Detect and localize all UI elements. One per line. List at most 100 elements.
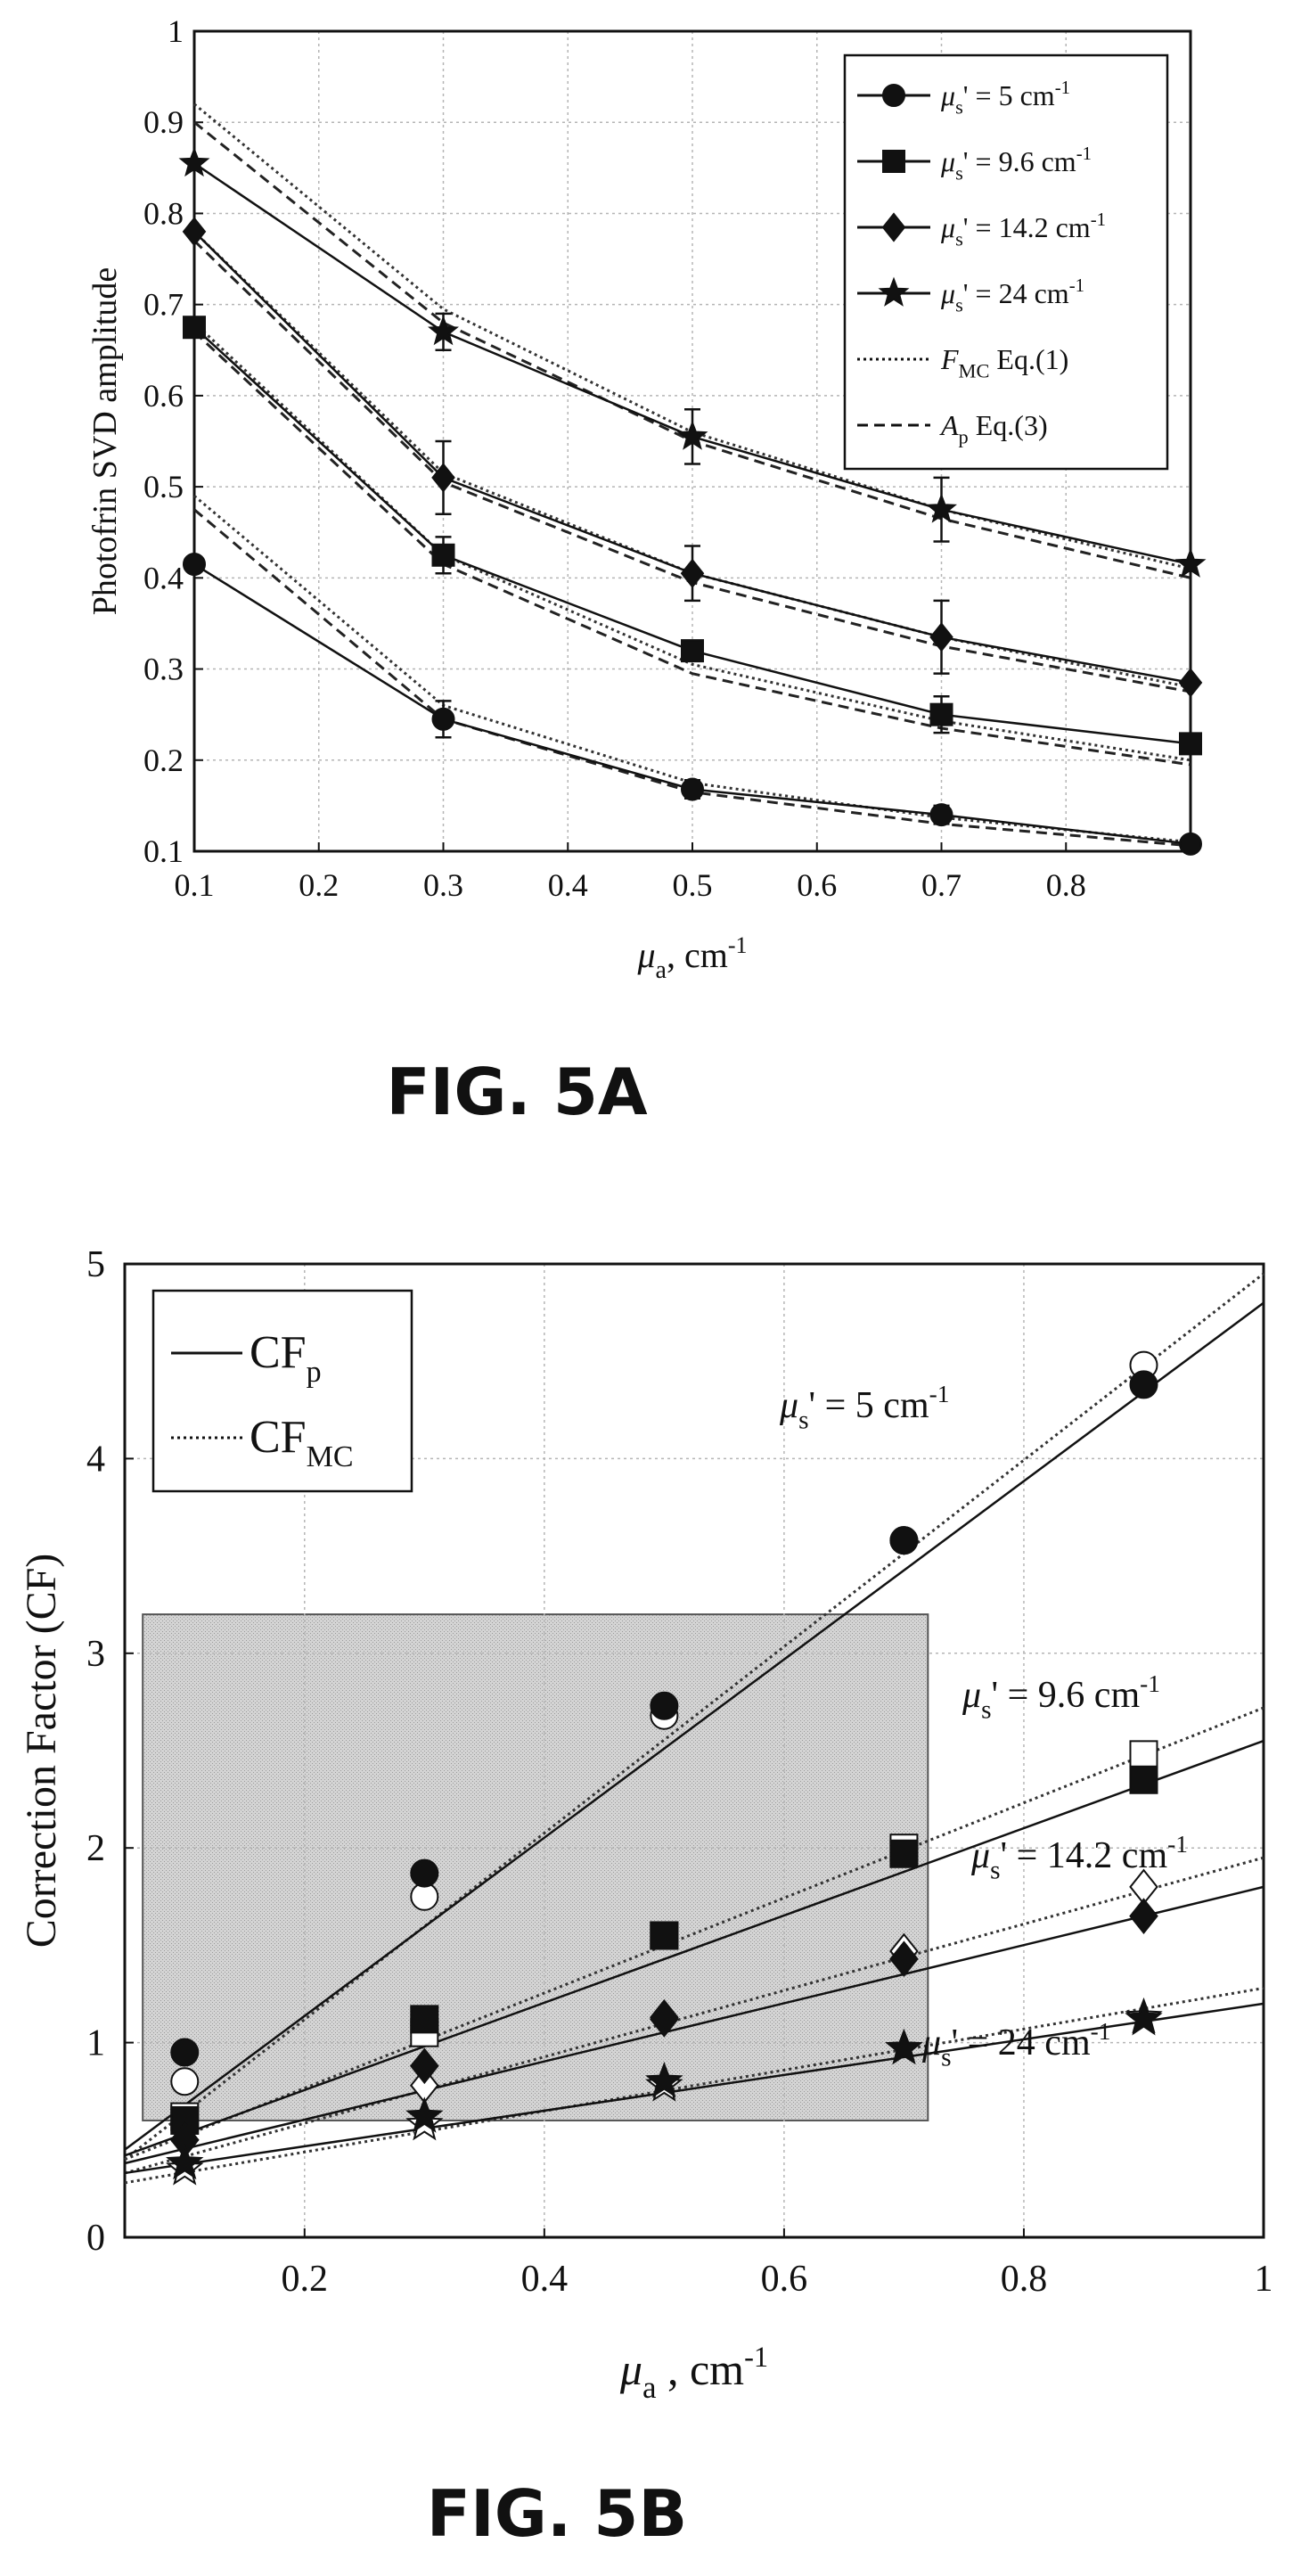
y-tick-label: 1 [168,13,184,49]
data-point-circle [431,707,455,731]
legend: CFp CFMC [151,1289,413,1493]
annotation-label: μs' = 5 cm-1 [779,1381,949,1434]
series-circle [124,1272,1264,2161]
cfp-point-circle [889,1526,919,1555]
data-point-square [681,639,704,663]
cfmc-fit-line [124,1986,1264,2185]
cfp-point-star [166,2143,204,2180]
cfp-point-star [885,2028,923,2065]
legend-marker-circle [882,84,905,107]
cfp-point-diamond [889,1940,919,1978]
y-tick-label: 0.9 [143,104,184,140]
caption-fig-5b: FIG. 5B [427,2476,687,2551]
y-tick-label: 0.4 [143,560,184,595]
cfp-point-circle [170,2038,200,2067]
x-tick-label: 0.5 [673,867,713,903]
y-tick-label: 1 [86,2023,105,2064]
annotation-label: μs' = 14.2 cm-1 [970,1831,1188,1884]
cfp-point-star [645,2061,683,2098]
series-star [178,103,1207,579]
series-circle [183,495,1202,856]
data-point-square [183,316,206,340]
data-point-diamond [182,217,207,247]
fmc-curve [192,230,1191,689]
cfp-point-circle [1129,1370,1158,1399]
x-tick-label: 0.8 [1001,2259,1048,2300]
legend-marker-diamond [881,212,906,242]
data-point-star [1174,547,1207,578]
data-point-star [676,420,708,450]
legend-marker-star [878,276,910,307]
legend-label: μs' = 5 cm-1 [940,78,1070,118]
y-axis-label: Correction Factor (CF) [18,1554,65,1948]
x-tick-label: 0.4 [521,2259,569,2300]
cfp-point-star [405,2096,444,2133]
series-diamond [182,217,1203,698]
y-tick-label: 0.2 [143,742,184,778]
chart-5b: 0.2 0.4 0.6 0.8 1 0 1 2 3 4 5 Correction Factor (CF… [18,1244,1273,2405]
cfp-fit-line [124,1739,1264,2157]
legend-label: CFp [250,1327,322,1389]
cfp-fit-line [124,1301,1264,2151]
data-point-square [929,702,953,726]
x-tick-label: 0.4 [548,867,588,903]
y-tick-label: 2 [86,1828,105,1869]
legend-label: μs' = 24 cm-1 [940,275,1084,316]
annotation-label: μs' = 9.6 cm-1 [962,1670,1160,1724]
x-tick-label: 0.6 [797,867,837,903]
y-tick-label: 3 [86,1634,105,1675]
cfp-point-diamond [1129,1898,1158,1934]
legend: μs' = 5 cm-1 μs' = 9.6 cm-1 μs' = 14.2 cm-… [843,53,1169,471]
annotation-label: μs' = 24 cm-1 [921,2018,1110,2071]
x-axis-label: μa, cm-1 [636,932,747,984]
series-diamond [124,1856,1264,2175]
y-tick-label: 0.6 [143,378,184,414]
cfp-fit-line [124,1885,1264,2165]
highlight-region [142,1613,929,2121]
cfp-point-square [410,2005,439,2034]
x-tick-label: 0.1 [175,867,215,903]
y-tick-label: 0 [86,2218,105,2259]
cfp-point-diamond [650,1998,679,2036]
data-point-square [431,543,455,567]
cfp-point-circle [410,1858,439,1888]
x-tick-label: 0.8 [1046,867,1086,903]
data-point-star [926,493,957,523]
y-tick-label: 0.1 [143,833,184,869]
cfmc-point-square [1129,1740,1158,1769]
x-axis-label: μa , cm-1 [619,2342,768,2405]
series-square [183,316,1202,767]
y-tick-label: 4 [86,1439,105,1480]
cfp-fit-line [124,2002,1264,2175]
x-tick-label: 0.3 [423,867,463,903]
caption-fig-5a: FIG. 5A [386,1054,648,1129]
data-point-square [1179,732,1202,756]
data-point-circle [1179,832,1202,856]
y-tick-label: 0.7 [143,287,184,323]
data-point-diamond [929,622,953,652]
cfp-point-circle [650,1691,679,1720]
cfp-point-square [1129,1765,1158,1794]
plot-frame [123,1262,1265,2239]
cfp-point-square [650,1921,679,1950]
y-tick-label: 0.8 [143,195,184,231]
legend-box [151,1289,413,1493]
data-point-star [428,315,459,346]
y-axis-label: Photofrin SVD amplitude [86,267,124,616]
legend-label: FMC Eq.(1) [940,343,1068,382]
series-square [124,1706,1264,2162]
data-point-diamond [680,558,705,588]
y-tick-label: 0.3 [143,652,184,687]
data-point-star [178,146,210,177]
legend-label: μs' = 14.2 cm-1 [940,209,1106,250]
ap-curve [192,331,1191,767]
cfmc-fit-line [124,1706,1264,2162]
legend-label: CFMC [250,1412,354,1473]
y-tick-label: 0.5 [143,469,184,505]
data-point-diamond [431,463,455,493]
x-tick-label: 0.7 [921,867,962,903]
series-star [124,1986,1264,2186]
data-point-circle [929,803,953,827]
legend-label: μs' = 9.6 cm-1 [940,144,1092,184]
